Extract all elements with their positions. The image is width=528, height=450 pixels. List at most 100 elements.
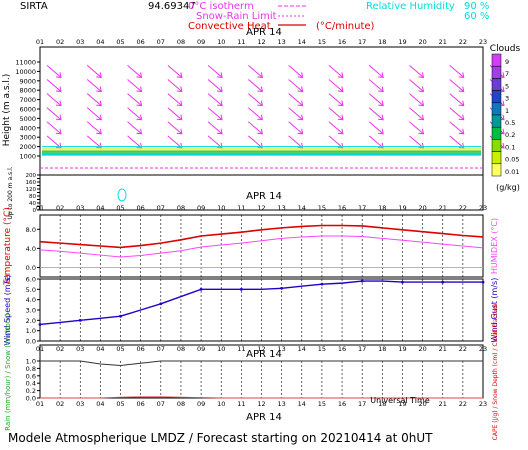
- wind-arrow-head: [217, 86, 223, 93]
- wind-lines: [38, 279, 485, 326]
- hour-tick-label: 16: [338, 345, 346, 353]
- wind-arrow-head: [458, 72, 465, 78]
- height-tick-label: 11000: [15, 59, 36, 67]
- hour-tick-label: 05: [116, 400, 124, 408]
- wind-arrow-head: [378, 72, 384, 78]
- y-tick-label: 0.0: [26, 338, 36, 346]
- hour-tick-label: 03: [76, 345, 84, 353]
- wind-arrow-head: [136, 114, 143, 121]
- hour-tick-label: 14: [298, 400, 306, 408]
- wind-speed-point: [320, 282, 324, 286]
- header: SIRTA 94.69347 0°C isotherm Snow-Rain Li…: [20, 1, 489, 32]
- height-tick-label: 9000: [19, 77, 36, 85]
- colorbar-swatch: [491, 102, 502, 116]
- wind-arrow-head: [458, 100, 465, 107]
- cloud-colorbar-title: Clouds: [490, 44, 521, 54]
- wind-arrow: [207, 79, 223, 92]
- y-tick-label: 0.0: [26, 264, 36, 272]
- hour-tick-label: 12: [257, 204, 265, 212]
- height-tick-label: 6000: [19, 106, 36, 114]
- station-name: SIRTA: [20, 1, 48, 12]
- cloud-layer: [42, 146, 481, 156]
- height-tick-label: 5000: [19, 115, 36, 123]
- y-tick-label: 2.0: [26, 317, 36, 325]
- wind-arrow: [167, 135, 183, 149]
- wind-arrow: [409, 79, 424, 92]
- colorbar-swatch: [491, 78, 502, 91]
- wind-arrow-head: [55, 128, 62, 135]
- hour-tick-label: 07: [157, 400, 165, 408]
- wind-arrow: [86, 107, 102, 121]
- hour-tick-label: 09: [197, 204, 205, 212]
- hour-tick-label: 03: [76, 38, 84, 46]
- wind-arrow-head: [257, 86, 263, 93]
- wind-arrow: [86, 65, 102, 78]
- hour-tick-label: 04: [96, 345, 104, 353]
- wind-speed-point: [239, 287, 243, 291]
- wind-arrow: [167, 79, 183, 92]
- wind-arrow: [46, 65, 62, 78]
- hour-tick-label: 07: [157, 38, 165, 46]
- wind-arrow: [409, 121, 424, 135]
- wind-arrow: [207, 121, 223, 135]
- wind-arrow-head: [297, 86, 304, 93]
- cloud-band: [42, 147, 481, 153]
- y-tick-label: 1.0: [26, 327, 36, 335]
- y-tick-label: 1.0: [26, 358, 36, 366]
- hour-tick-label: 15: [318, 345, 326, 353]
- colorbar-label: 1: [505, 107, 509, 115]
- altitude-date: APR 14: [246, 27, 282, 38]
- wind-arrow-head: [297, 72, 304, 78]
- y-tick-label: 4.0: [26, 245, 36, 253]
- wind-arrow: [127, 135, 142, 149]
- height-tick-label: 4000: [19, 124, 36, 132]
- wind-arrow-head: [418, 86, 425, 93]
- wind-speed-point: [159, 302, 163, 306]
- wind-arrow-head: [55, 86, 62, 93]
- wind-arrow: [207, 135, 223, 149]
- height-tick-label: 10000: [15, 68, 36, 76]
- wind-arrow: [328, 121, 344, 135]
- hour-tick-label: 03: [76, 400, 84, 408]
- colorbar-label: 9: [505, 58, 509, 66]
- wind-arrow-head: [136, 128, 143, 135]
- wind-arrow-head: [176, 128, 183, 135]
- hour-tick-label: 01: [36, 38, 44, 46]
- colorbar-label: 5: [505, 82, 509, 90]
- wind-arrow: [127, 79, 142, 92]
- colorbar-swatch: [491, 139, 502, 152]
- hour-tick-label: 11: [237, 38, 245, 46]
- wind-arrow: [167, 107, 183, 121]
- temperature-line: [39, 224, 484, 249]
- wind-arrow-head: [176, 114, 183, 121]
- hour-tick-label: 20: [418, 38, 426, 46]
- wind-speed-point: [360, 279, 364, 283]
- wind-speed-point: [38, 323, 42, 326]
- rain-panel: 01 02 03 04 05 06 07 08 09 10 11 12 13 14 15 16 17 18 19 20…: [4, 303, 499, 440]
- hour-tick-label: 07: [157, 345, 165, 353]
- wind-arrow-head: [96, 86, 102, 93]
- rain-ticks: 0.00.20.40.60.81.0: [26, 358, 40, 403]
- cloud-colorbar-unit: (g/kg): [496, 183, 520, 192]
- wind-arrow-head: [55, 100, 62, 107]
- wind-speed-point: [119, 314, 122, 318]
- temperature-hours: 01 02 03 04 05 06 07 08 09 10 11 12 13 14 15 16 17 18 19 20…: [36, 204, 487, 212]
- low-height-tick-label: 80: [29, 194, 36, 200]
- y-tick-label: 0.8: [26, 365, 36, 373]
- hour-tick-label: 13: [277, 345, 285, 353]
- hour-tick-label: 08: [177, 400, 185, 408]
- hour-tick-label: 05: [116, 204, 124, 212]
- wind-arrow: [86, 121, 102, 135]
- rain-axis-label: Rain (mm/hour) / Snow (cm/hour): [4, 313, 12, 431]
- hour-tick-label: 22: [459, 400, 467, 408]
- hour-tick-label: 18: [378, 345, 386, 353]
- hour-tick-label: 19: [398, 345, 406, 353]
- hour-tick-label: 11: [237, 345, 245, 353]
- wind-arrow-head: [418, 128, 425, 135]
- wind-arrow-head: [337, 72, 344, 78]
- wind-arrow: [288, 65, 303, 78]
- hour-tick-label: 13: [277, 204, 285, 212]
- wind-arrow: [46, 121, 62, 135]
- wind-arrow: [449, 65, 465, 78]
- hour-tick-label: 12: [257, 345, 265, 353]
